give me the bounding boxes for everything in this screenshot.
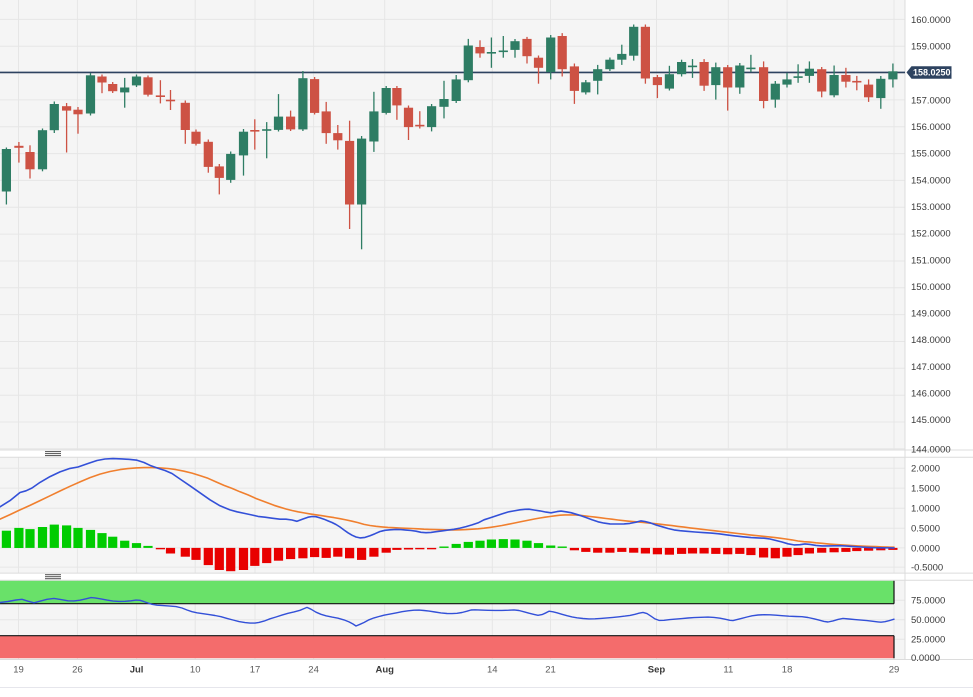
svg-text:158.0250: 158.0250 <box>913 68 951 78</box>
svg-text:149.0000: 149.0000 <box>911 309 951 320</box>
svg-text:2.0000: 2.0000 <box>911 464 940 475</box>
svg-text:145.0000: 145.0000 <box>911 415 951 426</box>
svg-text:10: 10 <box>190 665 201 676</box>
svg-text:156.0000: 156.0000 <box>911 122 951 133</box>
svg-text:19: 19 <box>13 665 24 676</box>
svg-text:25.0000: 25.0000 <box>911 635 945 646</box>
svg-text:Jul: Jul <box>130 665 144 676</box>
svg-text:159.0000: 159.0000 <box>911 42 951 53</box>
svg-text:160.0000: 160.0000 <box>911 15 951 26</box>
svg-text:26: 26 <box>72 665 83 676</box>
svg-text:152.0000: 152.0000 <box>911 229 951 240</box>
svg-text:0.0000: 0.0000 <box>911 653 940 664</box>
svg-text:1.0000: 1.0000 <box>911 504 940 515</box>
svg-text:147.0000: 147.0000 <box>911 362 951 373</box>
svg-text:17: 17 <box>250 665 261 676</box>
svg-text:21: 21 <box>545 665 556 676</box>
svg-text:50.0000: 50.0000 <box>911 615 945 626</box>
svg-text:14: 14 <box>487 665 498 676</box>
svg-text:29: 29 <box>889 665 900 676</box>
svg-text:153.0000: 153.0000 <box>911 202 951 213</box>
svg-text:0.5000: 0.5000 <box>911 524 940 535</box>
svg-text:146.0000: 146.0000 <box>911 388 951 399</box>
svg-text:Sep: Sep <box>648 665 666 676</box>
svg-text:0.0000: 0.0000 <box>911 543 940 554</box>
svg-text:144.0000: 144.0000 <box>911 445 951 456</box>
svg-text:150.0000: 150.0000 <box>911 282 951 293</box>
svg-text:75.0000: 75.0000 <box>911 596 945 607</box>
svg-text:154.0000: 154.0000 <box>911 175 951 186</box>
svg-text:24: 24 <box>308 665 319 676</box>
svg-text:157.0000: 157.0000 <box>911 95 951 106</box>
svg-text:151.0000: 151.0000 <box>911 255 951 266</box>
svg-text:18: 18 <box>782 665 793 676</box>
svg-text:-0.5000: -0.5000 <box>911 563 943 574</box>
svg-text:155.0000: 155.0000 <box>911 149 951 160</box>
svg-text:11: 11 <box>723 665 733 676</box>
svg-text:1.5000: 1.5000 <box>911 484 940 495</box>
svg-text:Aug: Aug <box>375 665 394 676</box>
svg-text:148.0000: 148.0000 <box>911 335 951 346</box>
